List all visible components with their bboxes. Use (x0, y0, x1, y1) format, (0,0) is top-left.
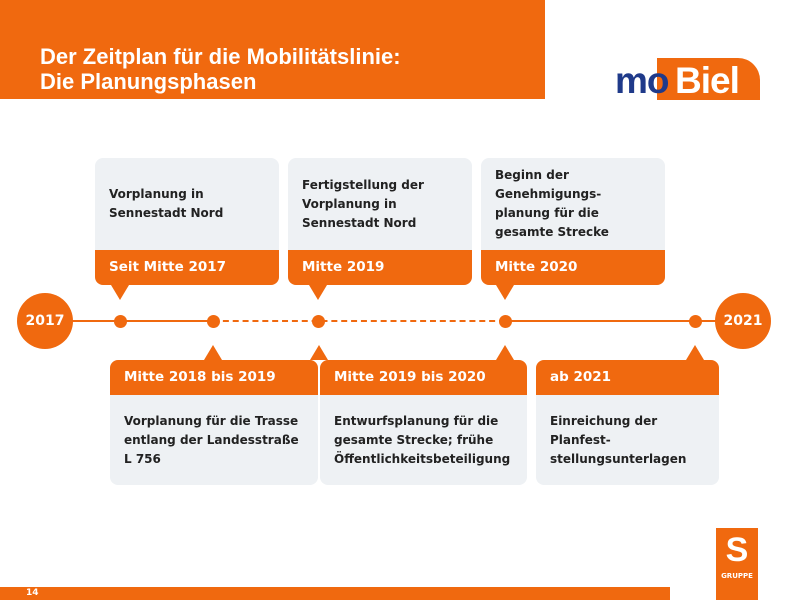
timeline-dot (207, 315, 220, 328)
page-number: 14 (26, 588, 39, 598)
timeline-dot (499, 315, 512, 328)
top-card-1: Vorplanung in Sennestadt Nord Seit Mitte… (95, 158, 279, 285)
card-text: Einreichung der Planfest-stellungsunterl… (536, 395, 719, 485)
timeline-dashed-line (213, 320, 505, 322)
title-line-1: Der Zeitplan für die Mobilitätslinie: (40, 44, 401, 69)
card-date: Seit Mitte 2017 (95, 250, 279, 285)
footer-bar (0, 587, 670, 600)
gruppe-label: GRUPPE (721, 572, 753, 580)
timeline-dot (114, 315, 127, 328)
card-text: Fertigstellung der Vorplanung in Sennest… (288, 158, 472, 250)
title-bar (0, 0, 545, 99)
year-start-circle: 2017 (17, 293, 73, 349)
top-card-3: Beginn der Genehmigungs-planung für die … (481, 158, 665, 285)
top-card-2: Fertigstellung der Vorplanung in Sennest… (288, 158, 472, 285)
card-date: Mitte 2020 (481, 250, 665, 285)
timeline-solid-line (70, 320, 213, 322)
title-line-2: Die Planungsphasen (40, 69, 257, 94)
pointer-up (686, 345, 704, 360)
gruppe-logo: S GRUPPE (716, 528, 758, 600)
year-end-circle: 2021 (715, 293, 771, 349)
timeline-dot (312, 315, 325, 328)
timeline-solid-line (505, 320, 717, 322)
card-date: ab 2021 (536, 360, 719, 395)
card-text: Vorplanung für die Trasse entlang der La… (110, 395, 318, 485)
mobiel-logo: mo Biel (615, 58, 760, 101)
bottom-card-1: Mitte 2018 bis 2019 Vorplanung für die T… (110, 360, 318, 485)
pointer-up (496, 345, 514, 360)
card-date: Mitte 2018 bis 2019 (110, 360, 318, 395)
timeline-dot (689, 315, 702, 328)
pointer-up (310, 345, 328, 360)
logo-text-biel: Biel (675, 60, 740, 101)
card-text: Entwurfsplanung für die gesamte Strecke;… (320, 395, 527, 485)
pointer-down (111, 285, 129, 300)
page-title: Der Zeitplan für die Mobilitätslinie: Di… (40, 44, 401, 94)
bottom-card-3: ab 2021 Einreichung der Planfest-stellun… (536, 360, 719, 485)
card-text: Vorplanung in Sennestadt Nord (95, 158, 279, 250)
pointer-down (496, 285, 514, 300)
pointer-down (309, 285, 327, 300)
card-text: Beginn der Genehmigungs-planung für die … (481, 158, 665, 250)
bottom-card-2: Mitte 2019 bis 2020 Entwurfsplanung für … (320, 360, 527, 485)
pointer-up (204, 345, 222, 360)
card-date: Mitte 2019 bis 2020 (320, 360, 527, 395)
logo-orange-box (657, 58, 760, 100)
logo-text-mo: mo (615, 60, 669, 101)
card-date: Mitte 2019 (288, 250, 472, 285)
s-logo-icon: S (725, 531, 749, 569)
